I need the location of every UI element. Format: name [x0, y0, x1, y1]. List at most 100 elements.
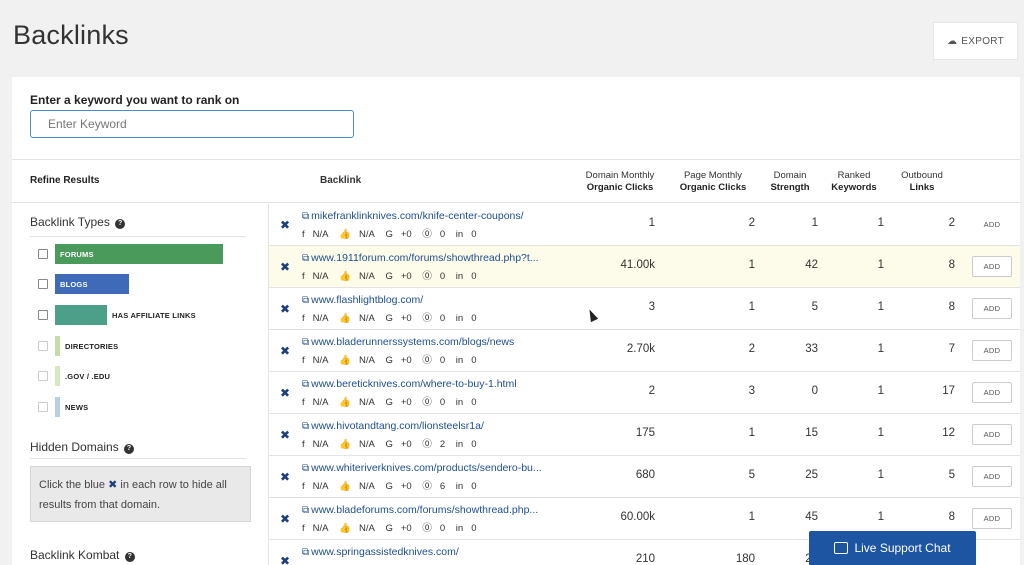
- add-button[interactable]: ADD: [983, 220, 1001, 229]
- outbound-links-header[interactable]: Outbound Links: [890, 170, 954, 194]
- google-plus-icon: G: [385, 313, 393, 324]
- add-button[interactable]: ADD: [972, 508, 1012, 529]
- backlink-url-text[interactable]: www.hivotandtang.com/lionsteelsr1a/: [311, 420, 484, 432]
- news-checkbox[interactable]: [38, 402, 48, 412]
- add-button[interactable]: ADD: [972, 298, 1012, 319]
- type-filter-affiliate[interactable]: HAS AFFILIATE LINKS: [38, 304, 196, 326]
- gov-edu-checkbox[interactable]: [38, 371, 48, 381]
- google-plus-count: +0: [400, 313, 412, 324]
- page-clicks-value: 3: [748, 385, 755, 397]
- backlink-url[interactable]: ⧉ www.springassistedknives.com/: [302, 546, 459, 558]
- likes-count: N/A: [358, 229, 375, 240]
- backlink-url[interactable]: ⧉ www.whiteriverknives.com/products/sende…: [302, 462, 542, 474]
- divider: [30, 236, 246, 237]
- type-filter-forums[interactable]: FORUMS: [38, 243, 223, 265]
- likes-count: N/A: [358, 397, 375, 408]
- directories-checkbox[interactable]: [38, 341, 48, 351]
- thumbs-up-icon: 👍: [339, 397, 351, 408]
- backlink-url[interactable]: ⧉ www.bladeforums.com/forums/showthread.p…: [302, 504, 538, 516]
- pinterest-count: 0: [439, 523, 446, 534]
- page-clicks-header[interactable]: Page Monthly Organic Clicks: [675, 170, 751, 194]
- hide-domain-icon[interactable]: ✖: [280, 470, 291, 484]
- pinterest-count: 2: [439, 439, 446, 450]
- backlink-url-text[interactable]: www.bladeforums.com/forums/showthread.ph…: [311, 504, 539, 516]
- hide-domain-icon[interactable]: ✖: [280, 218, 291, 232]
- backlink-url-text[interactable]: www.bereticknives.com/where-to-buy-1.htm…: [311, 378, 517, 390]
- add-button[interactable]: ADD: [972, 256, 1012, 277]
- hide-domain-icon[interactable]: ✖: [280, 344, 291, 358]
- hide-domain-icon[interactable]: ✖: [280, 260, 291, 274]
- backlink-url-text[interactable]: mikefranklinknives.com/knife-center-coup…: [311, 210, 524, 222]
- add-button[interactable]: ADD: [972, 424, 1012, 445]
- hide-domain-icon: ✖: [108, 479, 118, 491]
- likes-count: N/A: [358, 355, 375, 366]
- type-filter-directories[interactable]: DIRECTORIES: [38, 335, 118, 357]
- export-button[interactable]: ☁ EXPORT: [933, 22, 1018, 60]
- google-plus-count: +0: [400, 523, 412, 534]
- add-button[interactable]: ADD: [972, 382, 1012, 403]
- help-icon[interactable]: ?: [124, 552, 135, 562]
- news-swatch: [55, 397, 60, 417]
- backlink-url[interactable]: ⧉ www.bereticknives.com/where-to-buy-1.ht…: [302, 378, 517, 390]
- backlink-url[interactable]: ⧉ www.flashlightblog.com/: [302, 294, 423, 306]
- affiliate-checkbox[interactable]: [38, 310, 48, 320]
- backlink-url-text[interactable]: www.springassistedknives.com/: [311, 546, 459, 558]
- page-clicks-value: 5: [748, 469, 755, 481]
- domain-strength-value: 15: [805, 427, 818, 439]
- backlink-types-label: Backlink Types: [30, 215, 110, 229]
- thumbs-up-icon: 👍: [339, 481, 351, 492]
- backlink-url-text[interactable]: www.bladerunnerssystems.com/blogs/news: [311, 336, 515, 348]
- backlink-url[interactable]: ⧉ www.hivotandtang.com/lionsteelsr1a/: [302, 420, 484, 432]
- hide-domain-icon[interactable]: ✖: [280, 302, 291, 316]
- google-plus-count: +0: [400, 271, 412, 282]
- chat-label: Live Support Chat: [854, 541, 951, 555]
- backlink-url-text[interactable]: www.whiteriverknives.com/products/sender…: [311, 462, 542, 474]
- facebook-icon: f: [302, 439, 305, 450]
- gov-edu-label: .GOV / .EDU: [65, 371, 111, 381]
- backlink-url[interactable]: ⧉ mikefranklinknives.com/knife-center-cou…: [302, 210, 524, 222]
- outbound-links-value: 8: [948, 301, 955, 313]
- google-plus-count: +0: [400, 481, 412, 492]
- google-plus-icon: G: [385, 481, 393, 492]
- help-icon[interactable]: ?: [115, 219, 126, 229]
- table-row: ✖ ⧉ www.bereticknives.com/where-to-buy-1.h…: [269, 372, 1020, 414]
- type-filter-blogs[interactable]: BLOGS: [38, 273, 129, 295]
- backlink-url-text[interactable]: www.1911forum.com/forums/showthread.php?…: [311, 252, 539, 264]
- hide-domain-icon[interactable]: ✖: [280, 512, 291, 526]
- header-bottom: Strength: [770, 182, 810, 193]
- thumbs-up-icon: 👍: [339, 313, 351, 324]
- type-filter-gov-edu[interactable]: .GOV / .EDU: [38, 365, 110, 387]
- backlink-url-text[interactable]: www.flashlightblog.com/: [311, 294, 424, 306]
- forums-checkbox[interactable]: [38, 249, 48, 259]
- gov-edu-swatch: [55, 366, 60, 386]
- hide-domain-icon[interactable]: ✖: [280, 554, 291, 565]
- domain-strength-header[interactable]: Domain Strength: [760, 170, 820, 194]
- domain-strength-value: 25: [805, 469, 818, 481]
- table-row: ✖ ⧉ www.flashlightblog.com/f N/A 👍 N/A G +0 ⓪…: [269, 288, 1020, 330]
- type-filter-news[interactable]: NEWS: [38, 396, 88, 418]
- linkedin-count: 0: [471, 397, 477, 408]
- domain-clicks-value: 1: [648, 217, 655, 229]
- hide-domain-icon[interactable]: ✖: [280, 428, 291, 442]
- linkedin-icon: in: [455, 397, 464, 408]
- export-label: EXPORT: [961, 35, 1005, 47]
- domain-clicks-value: 680: [635, 469, 655, 481]
- google-plus-icon: G: [385, 229, 393, 240]
- pinterest-icon: ⓪: [422, 439, 432, 450]
- ranked-keywords-header[interactable]: Ranked Keywords: [824, 170, 884, 194]
- backlink-url[interactable]: ⧉ www.bladerunnerssystems.com/blogs/news: [302, 336, 514, 348]
- add-button[interactable]: ADD: [972, 340, 1012, 361]
- add-button[interactable]: ADD: [972, 466, 1012, 487]
- table-row: ✖ ⧉www.springassistedknives.com/210 18020: [269, 540, 1020, 565]
- help-icon[interactable]: ?: [124, 444, 135, 454]
- live-support-chat-button[interactable]: Live Support Chat: [809, 531, 976, 565]
- keyword-input[interactable]: [30, 110, 354, 138]
- hide-domain-icon[interactable]: ✖: [280, 386, 291, 400]
- domain-clicks-header[interactable]: Domain Monthly Organic Clicks: [574, 170, 666, 194]
- blogs-checkbox[interactable]: [38, 279, 48, 289]
- backlink-url[interactable]: ⧉ www.1911forum.com/forums/showthread.php…: [302, 252, 539, 264]
- pinterest-icon: ⓪: [422, 271, 432, 282]
- facebook-count: N/A: [312, 271, 329, 282]
